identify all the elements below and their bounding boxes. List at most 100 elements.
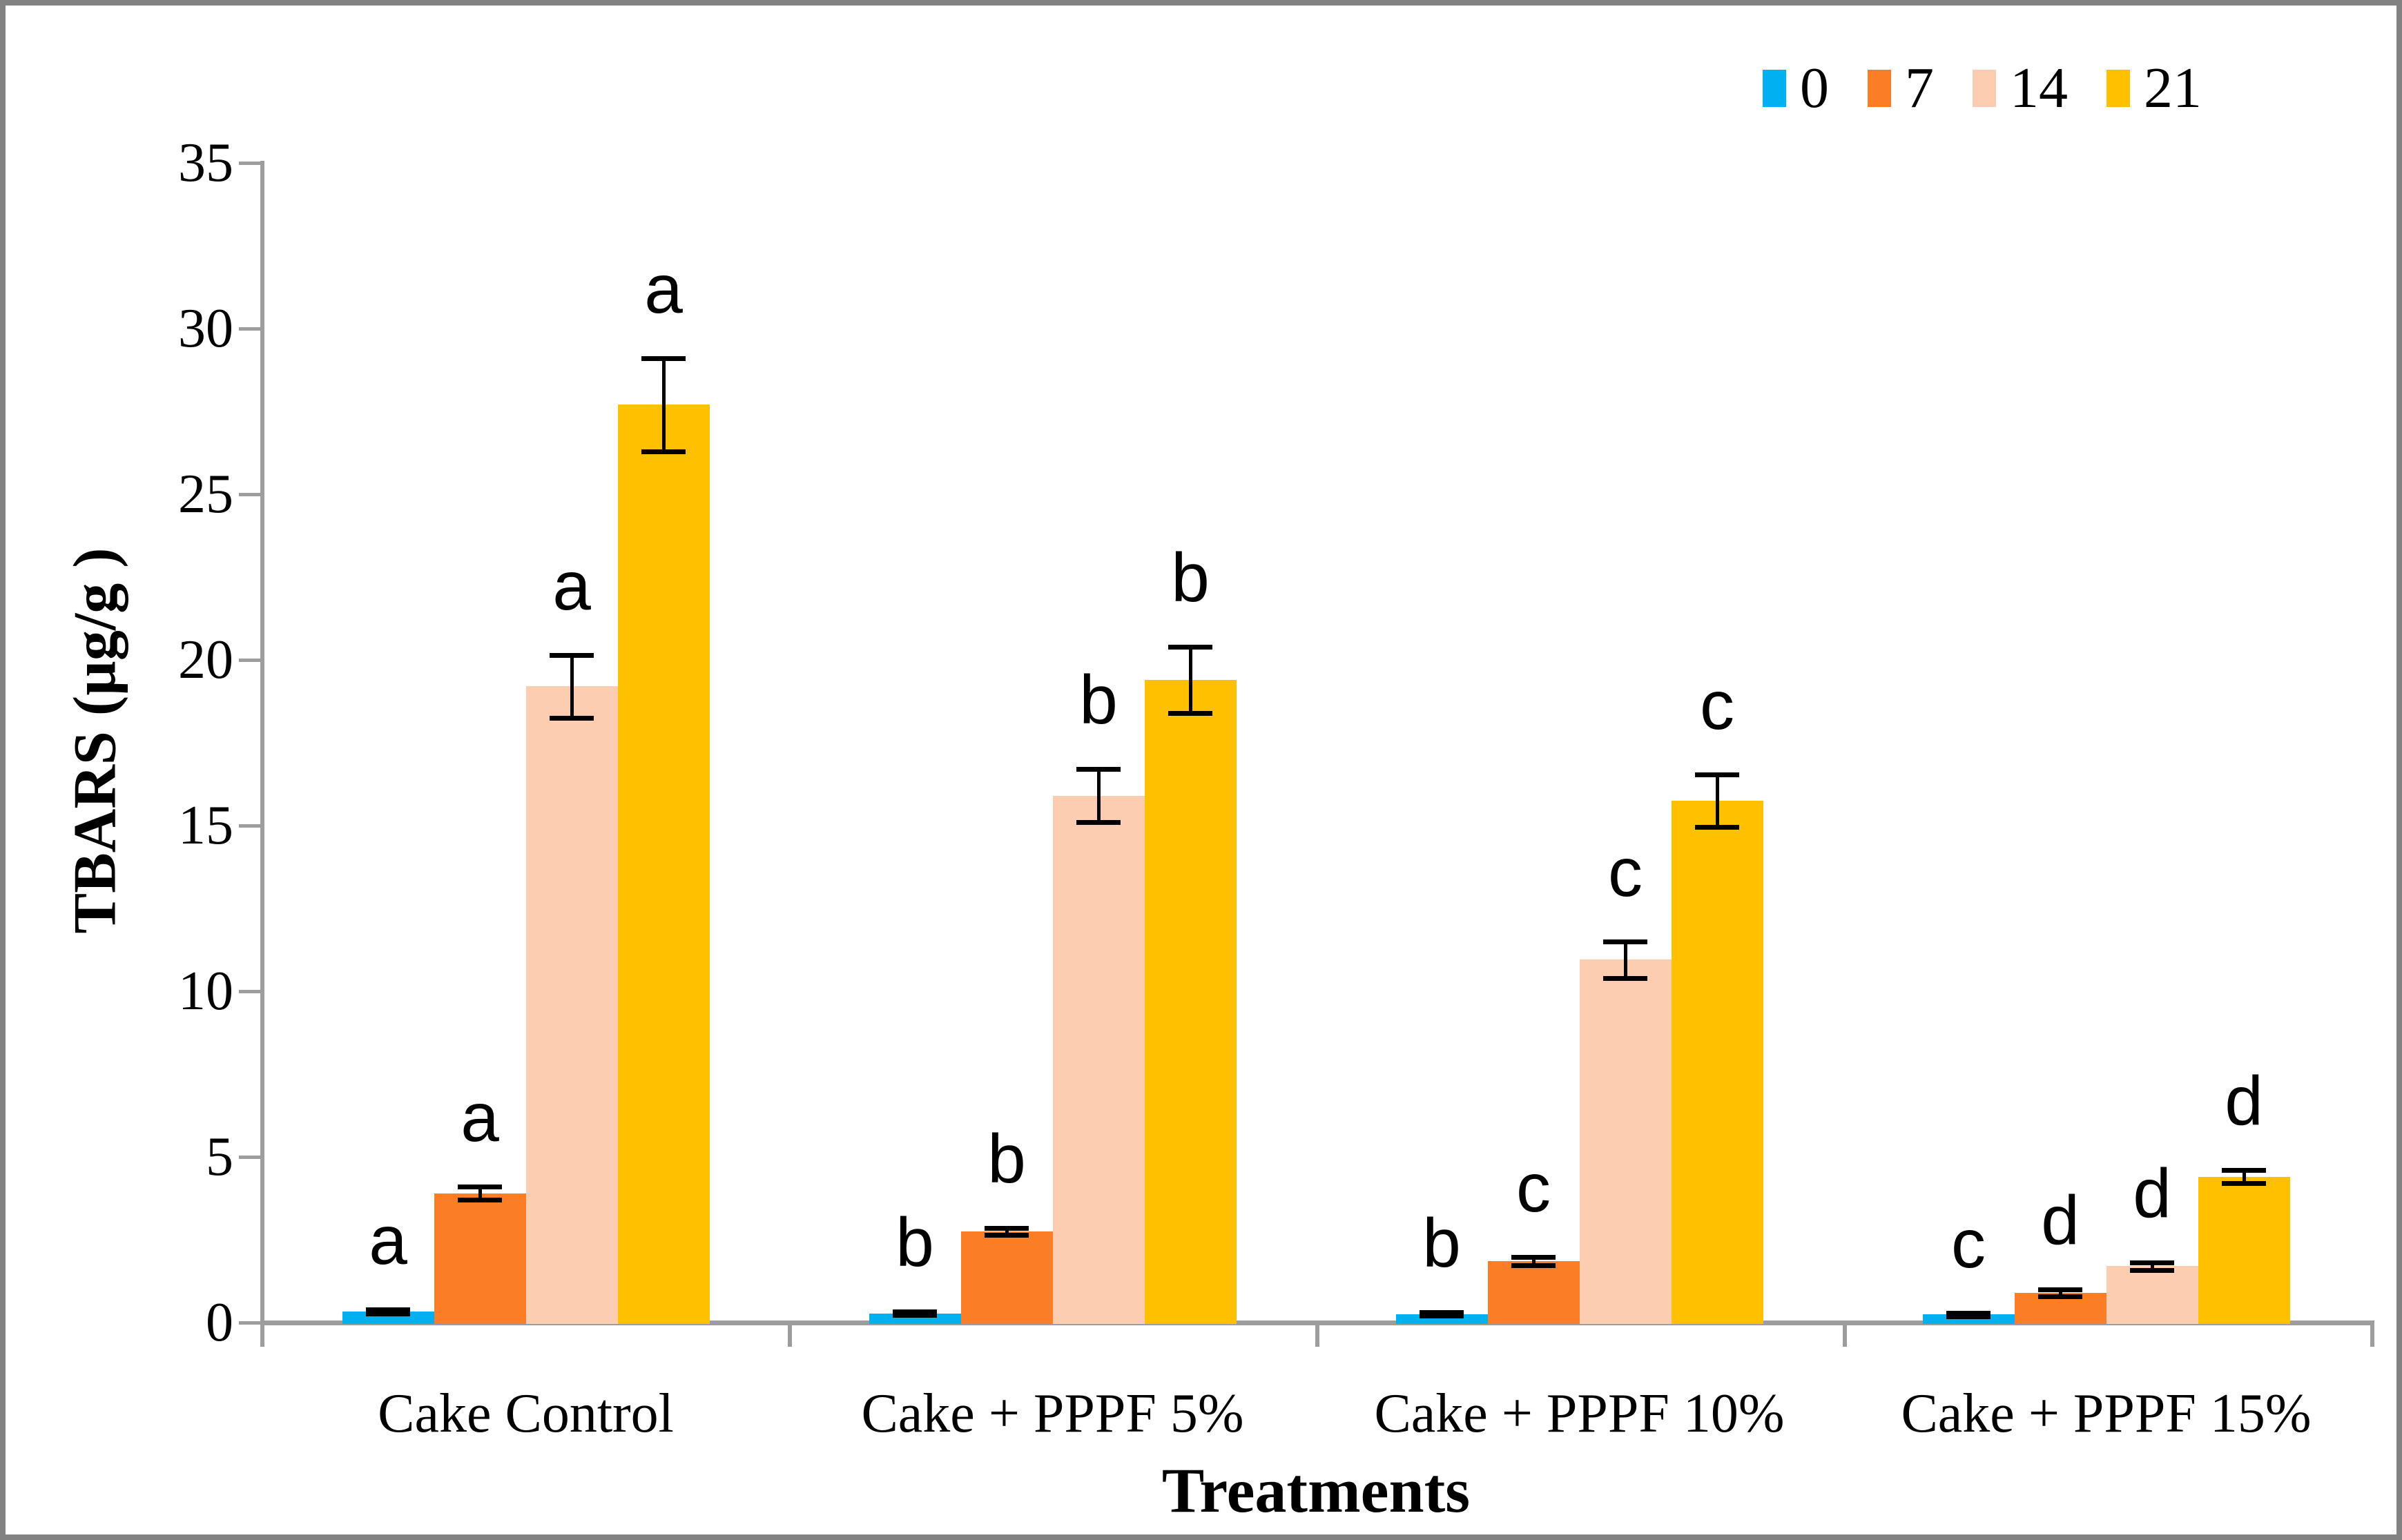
error-bar-cap-bottom (2038, 1294, 2082, 1299)
error-bar-line (2058, 1289, 2062, 1296)
bar-14d-cake-pppf-15- (2106, 1266, 2198, 1324)
error-bar-cap-top (641, 356, 686, 362)
bar-21d-cake-pppf-15- (2198, 1176, 2290, 1324)
bar-0d-cake-control (342, 1312, 434, 1324)
y-axis-line (260, 161, 264, 1346)
legend-label: 21 (2144, 56, 2202, 120)
y-tick-label: 5 (206, 1127, 233, 1187)
bar-7d-cake-pppf-10- (1487, 1261, 1580, 1324)
error-bar-cap-bottom (893, 1312, 937, 1318)
bar-7d-cake-control (434, 1193, 526, 1324)
significance-letter: b (1171, 538, 1210, 616)
bar-0d-cake-pppf-5- (869, 1313, 961, 1324)
error-bar-line (478, 1187, 482, 1200)
chart-legend: 0 7 14 21 (1763, 59, 2202, 117)
category-label: Cake + PPPF 15% (1901, 1383, 2312, 1444)
legend-label: 7 (1905, 56, 1934, 120)
significance-letter: b (1079, 661, 1118, 739)
bar-14d-cake-pppf-10- (1579, 959, 1672, 1324)
x-axis-boundary-tick (1843, 1320, 1847, 1347)
significance-letter: b (987, 1120, 1026, 1198)
error-bar-cap-bottom (985, 1232, 1029, 1238)
y-tick-mark (239, 990, 262, 993)
y-tick-mark (239, 659, 262, 662)
error-bar-cap-bottom (458, 1198, 502, 1203)
legend-item-21: 21 (2106, 59, 2202, 117)
error-bar-cap-top (2038, 1287, 2082, 1292)
error-bar-cap-top (1511, 1254, 1556, 1260)
legend-swatch-icon (1973, 70, 1996, 107)
error-bar-cap-top (985, 1226, 1029, 1231)
legend-item-7: 7 (1868, 59, 1934, 117)
error-bar-cap-bottom (641, 449, 686, 454)
error-bar-line (2242, 1170, 2246, 1184)
legend-swatch-icon (1763, 70, 1786, 107)
x-axis-boundary-tick (2370, 1320, 2374, 1347)
significance-letter: c (1608, 834, 1643, 911)
error-bar-cap-top (1695, 772, 1739, 777)
error-bar-cap-bottom (2130, 1268, 2174, 1274)
error-bar-cap-top (458, 1185, 502, 1190)
y-tick-mark (239, 162, 262, 165)
error-bar-cap-bottom (1695, 825, 1739, 830)
error-bar-cap-top (1946, 1311, 1991, 1316)
legend-swatch-icon (1868, 70, 1891, 107)
x-axis-boundary-tick (1315, 1320, 1319, 1347)
error-bar-cap-bottom (1420, 1313, 1464, 1318)
error-bar-cap-bottom (1168, 710, 1212, 716)
bar-14d-cake-pppf-5- (1052, 795, 1145, 1324)
y-tick-mark (239, 493, 262, 496)
y-tick-mark (239, 1321, 262, 1325)
error-bar-line (1715, 774, 1719, 828)
bar-0d-cake-pppf-15- (1922, 1314, 2015, 1324)
error-bar-line (1623, 942, 1627, 978)
x-axis-title: Treatments (1161, 1455, 1471, 1526)
error-bar-cap-bottom (366, 1312, 410, 1317)
error-bar-cap-top (1420, 1310, 1464, 1316)
error-bar-cap-top (2130, 1260, 2174, 1265)
error-bar-cap-bottom (1511, 1263, 1556, 1269)
x-axis-boundary-tick (260, 1320, 264, 1347)
y-axis-title: TBARS (µg/g ) (61, 547, 129, 934)
significance-letter: c (1951, 1205, 1986, 1283)
y-tick-label: 35 (178, 133, 233, 193)
error-bar-cap-bottom (1946, 1314, 1991, 1319)
significance-letter: a (644, 251, 683, 329)
bar-21d-cake-pppf-5- (1144, 679, 1237, 1324)
y-tick-label: 25 (178, 464, 233, 525)
significance-letter: d (2133, 1154, 2171, 1232)
plot-area: 0 5 10 15 20 25 30 35 a a a a Cake Control b b b b Cake +… (6, 6, 2396, 1534)
error-bar-cap-bottom (1076, 820, 1121, 826)
significance-letter: a (369, 1202, 407, 1280)
legend-item-0: 0 (1763, 59, 1829, 117)
error-bar-line (1188, 646, 1192, 713)
significance-letter: a (461, 1079, 499, 1157)
error-bar-line (1005, 1228, 1009, 1235)
significance-letter: b (895, 1204, 934, 1282)
category-label: Cake + PPPF 10% (1374, 1383, 1785, 1444)
error-bar-cap-bottom (2222, 1181, 2266, 1187)
error-bar-line (570, 654, 574, 718)
error-bar-cap-top (1603, 939, 1647, 944)
error-bar-cap-top (550, 652, 594, 658)
y-tick-label: 10 (178, 961, 233, 1022)
x-axis-boundary-tick (788, 1320, 792, 1347)
y-tick-label: 30 (178, 298, 233, 359)
error-bar-cap-top (893, 1309, 937, 1315)
legend-label: 14 (2010, 56, 2068, 120)
y-tick-mark (239, 327, 262, 331)
bar-21d-cake-pppf-10- (1671, 801, 1763, 1324)
significance-letter: b (1422, 1205, 1461, 1283)
legend-swatch-icon (2106, 70, 2130, 107)
significance-letter: c (1700, 666, 1734, 744)
error-bar-cap-top (366, 1307, 410, 1313)
y-tick-label: 0 (206, 1292, 233, 1353)
error-bar-cap-top (1076, 767, 1121, 772)
category-label: Cake + PPPF 5% (861, 1383, 1244, 1444)
significance-letter: d (2041, 1182, 2080, 1259)
y-tick-label: 20 (178, 630, 233, 690)
error-bar-line (2150, 1262, 2154, 1271)
error-bar-cap-top (1168, 644, 1212, 650)
legend-item-14: 14 (1973, 59, 2068, 117)
